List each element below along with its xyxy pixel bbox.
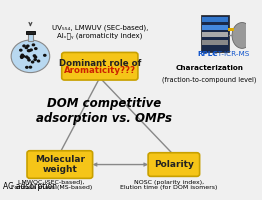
Circle shape (34, 56, 37, 59)
Bar (28, 34, 33, 41)
Circle shape (19, 49, 23, 52)
Text: -FT-ICR-MS: -FT-ICR-MS (212, 51, 250, 57)
Text: UV₅₅₄, LMWUV (SEC-based),
AIᵥᵬᵧ (aromaticity index): UV₅₅₄, LMWUV (SEC-based), AIᵥᵬᵧ (aromati… (52, 24, 148, 39)
Bar (26, 31, 35, 34)
Circle shape (29, 66, 32, 69)
Circle shape (20, 56, 24, 59)
Circle shape (37, 59, 40, 63)
Text: Polarity: Polarity (154, 160, 194, 169)
Text: Aromaticity???: Aromaticity??? (64, 66, 136, 75)
Circle shape (33, 54, 36, 57)
Circle shape (20, 55, 23, 58)
Circle shape (25, 55, 28, 58)
Circle shape (20, 54, 24, 57)
Bar (202, 17, 228, 22)
Text: AC adsorption: AC adsorption (3, 182, 57, 191)
Circle shape (33, 58, 37, 61)
Circle shape (32, 43, 35, 46)
Circle shape (27, 58, 31, 62)
Circle shape (26, 44, 30, 48)
Circle shape (29, 48, 33, 51)
Circle shape (31, 60, 34, 64)
Text: Characterization: Characterization (175, 65, 243, 71)
Circle shape (27, 49, 31, 52)
FancyBboxPatch shape (148, 153, 200, 176)
Text: LMWOC (SEC-based),
Formula mass (MS-based): LMWOC (SEC-based), Formula mass (MS-base… (11, 180, 92, 190)
Circle shape (27, 49, 30, 52)
Circle shape (43, 54, 47, 57)
Text: NOSC (polarity index),
Elution time (for DOM isomers): NOSC (polarity index), Elution time (for… (121, 180, 218, 190)
Bar (201, 15, 229, 52)
Circle shape (22, 44, 26, 47)
Text: RPLC: RPLC (197, 51, 218, 57)
Ellipse shape (232, 23, 252, 48)
Circle shape (34, 47, 38, 50)
Circle shape (25, 46, 28, 49)
Circle shape (22, 55, 25, 58)
FancyBboxPatch shape (62, 52, 138, 80)
Bar (202, 25, 228, 30)
Circle shape (11, 40, 50, 73)
Text: (fraction-to-compound level): (fraction-to-compound level) (162, 77, 256, 83)
Circle shape (26, 57, 30, 60)
Text: Molecular
weight: Molecular weight (35, 155, 85, 174)
Circle shape (25, 66, 29, 69)
Text: Dominant role of: Dominant role of (59, 59, 141, 68)
Bar (202, 40, 228, 45)
Text: DOM competitive
adsorption vs. OMPs: DOM competitive adsorption vs. OMPs (36, 97, 172, 125)
FancyBboxPatch shape (27, 151, 93, 178)
Bar (202, 32, 228, 37)
Bar (228, 28, 234, 31)
